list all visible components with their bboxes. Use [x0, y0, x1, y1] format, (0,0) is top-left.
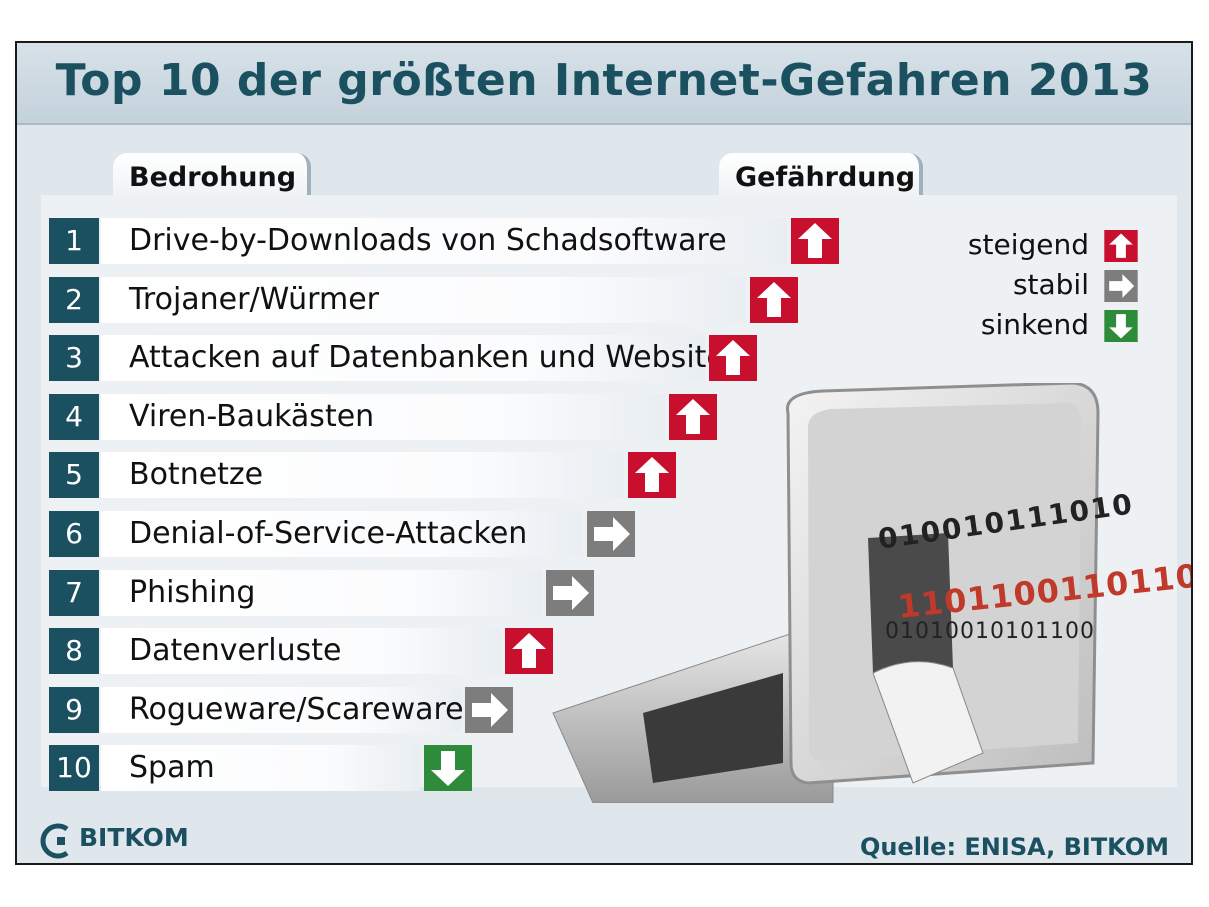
arrow-up-icon	[709, 335, 758, 381]
threat-bar	[101, 745, 420, 791]
rank-number: 2	[49, 277, 99, 323]
title-bar: Top 10 der größten Internet-Gefahren 201…	[17, 43, 1191, 125]
threat-label: Attacken auf Datenbanken und Websites	[129, 340, 741, 375]
bitkom-logo: BITKOM	[37, 821, 189, 861]
arrow-up-icon	[1103, 230, 1139, 262]
legend-item: stabil	[899, 265, 1139, 305]
legend-label: stabil	[1012, 268, 1089, 301]
rank-number: 5	[49, 452, 99, 498]
header-threat: Bedrohung	[113, 153, 311, 199]
threat-label: Rogueware/Scareware	[129, 692, 464, 727]
threat-label: Datenverluste	[129, 633, 342, 668]
arrow-right-icon	[587, 511, 635, 557]
threat-bar	[101, 511, 583, 557]
threat-bar	[101, 218, 787, 264]
table-row: 4 Viren-Baukästen	[49, 394, 725, 440]
threat-label: Spam	[129, 750, 215, 785]
legend-label: steigend	[967, 228, 1089, 261]
source-note: Quelle: ENISA, BITKOM	[859, 833, 1169, 861]
threat-label: Viren-Baukästen	[129, 399, 375, 434]
table-row: 7 Phishing	[49, 570, 602, 616]
binary-line-3: 01010010101100	[885, 619, 1095, 644]
bitkom-logo-text: BITKOM	[79, 823, 189, 852]
arrow-right-icon	[1103, 270, 1139, 302]
threat-label: Denial-of-Service-Attacken	[129, 516, 528, 551]
threat-label: Drive-by-Downloads von Schadsoftware	[129, 223, 727, 258]
threat-label: Phishing	[129, 575, 256, 610]
threat-bar	[101, 394, 665, 440]
threat-bar	[101, 335, 706, 381]
arrow-right-icon	[546, 570, 595, 616]
threat-bar	[101, 452, 624, 498]
arrow-up-icon	[750, 277, 799, 323]
table-row: 3 Attacken auf Datenbanken und Websites	[49, 335, 765, 381]
arrow-right-icon	[464, 687, 513, 733]
arrow-up-icon	[668, 394, 717, 440]
rank-number: 10	[49, 745, 99, 791]
legend-item: sinkend	[899, 305, 1139, 345]
table-row: 5 Botnetze	[49, 452, 684, 498]
infographic-frame: Top 10 der größten Internet-Gefahren 201…	[15, 41, 1193, 865]
rank-number: 4	[49, 394, 99, 440]
header-danger: Gefährdung	[719, 153, 923, 199]
threat-bar	[101, 628, 502, 674]
bitkom-logo-icon	[40, 823, 69, 859]
legend-item: steigend	[899, 225, 1139, 265]
table-row: 8 Datenverluste	[49, 628, 561, 674]
rank-number: 3	[49, 335, 99, 381]
rank-number: 1	[49, 218, 99, 264]
laptop-illustration	[552, 383, 1100, 803]
rank-number: 7	[49, 570, 99, 616]
threat-label: Botnetze	[129, 457, 264, 492]
table-row: 6 Denial-of-Service-Attacken	[49, 511, 643, 557]
arrow-down-icon	[1103, 310, 1139, 342]
threat-label: Trojaner/Würmer	[129, 282, 380, 317]
table-row: 2 Trojaner/Würmer	[49, 277, 806, 323]
table-row: 9 Rogueware/Scareware	[49, 687, 521, 733]
legend-label: sinkend	[980, 308, 1089, 341]
rank-number: 8	[49, 628, 99, 674]
legend: steigend stabil sinkend	[899, 225, 1139, 345]
arrow-down-icon	[423, 745, 472, 791]
arrow-up-icon	[627, 452, 676, 498]
threat-bar	[101, 277, 747, 323]
table-row: 10 Spam	[49, 745, 480, 791]
rank-number: 9	[49, 687, 99, 733]
threat-bar	[101, 687, 461, 733]
table-row: 1 Drive-by-Downloads von Schadsoftware	[49, 218, 847, 264]
arrow-up-icon	[505, 628, 554, 674]
threat-bar	[101, 570, 543, 616]
rank-number: 6	[49, 511, 99, 557]
arrow-up-icon	[791, 218, 839, 264]
chart-title: Top 10 der größten Internet-Gefahren 201…	[55, 55, 1153, 106]
